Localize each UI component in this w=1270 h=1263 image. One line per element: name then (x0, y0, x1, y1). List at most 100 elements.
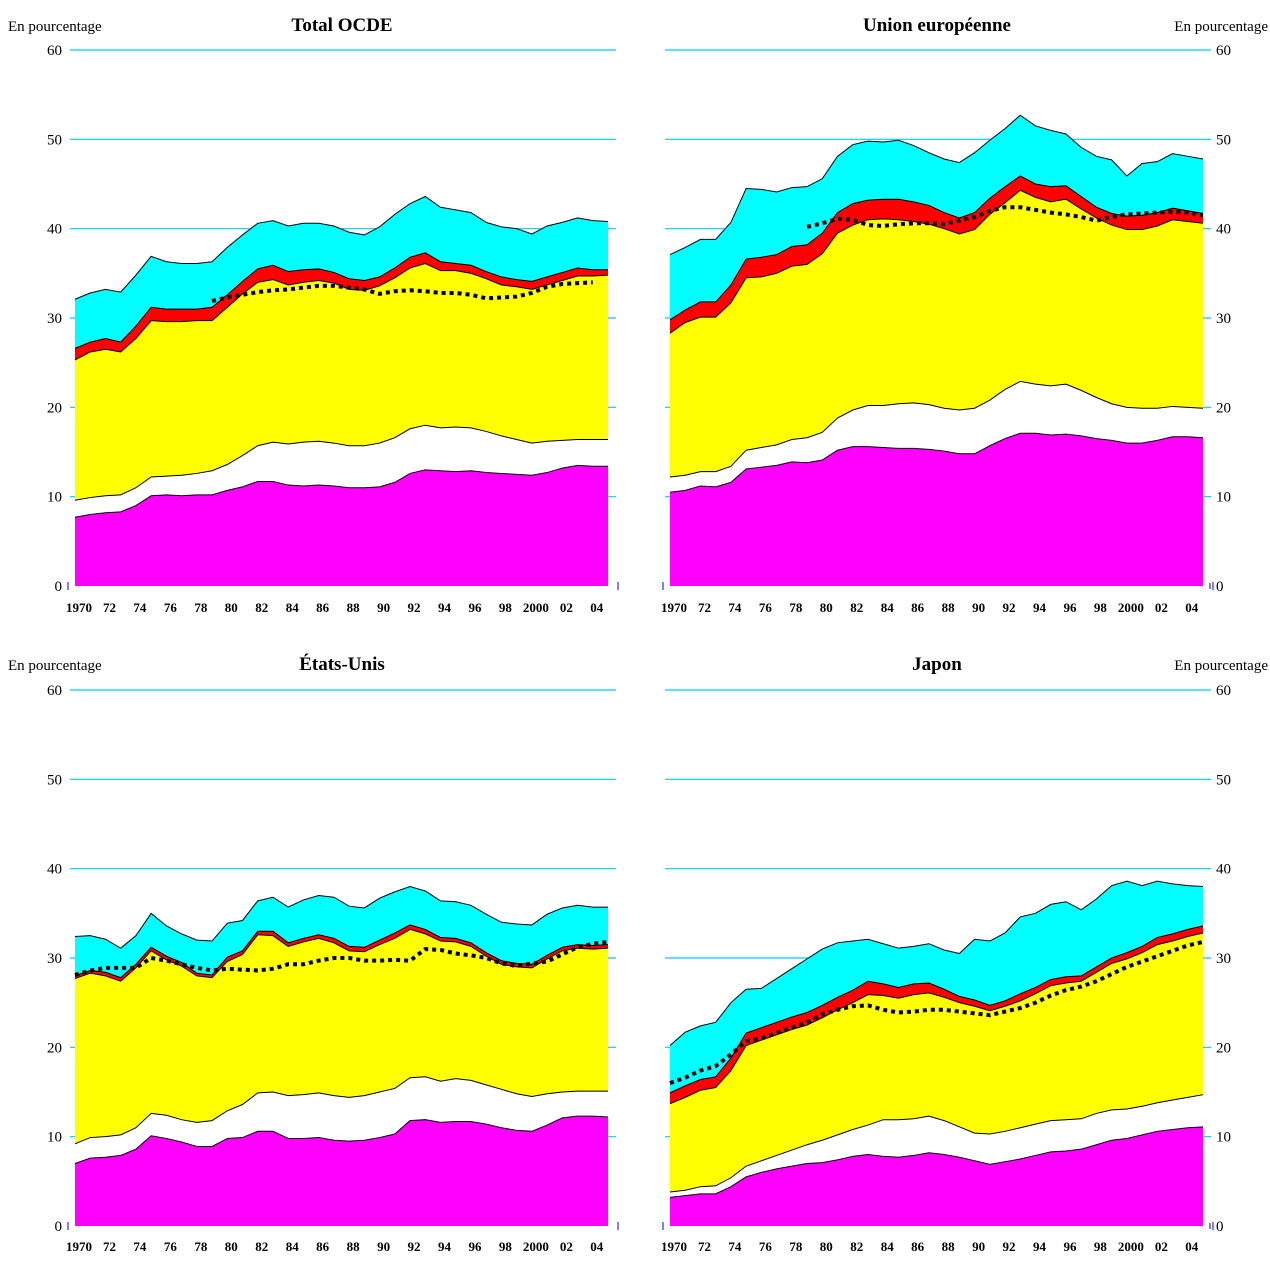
x-tick-label: 02 (1155, 1239, 1168, 1254)
area-boundary-1 (669, 1094, 1204, 1193)
y-tick-label: 0 (1216, 579, 1224, 595)
x-tick-label: 78 (194, 1239, 208, 1254)
y-tick-label: 30 (47, 951, 62, 967)
x-tick-label: 72 (103, 600, 116, 615)
y-tick-label: 0 (55, 1219, 63, 1235)
y-tick-label: 60 (47, 683, 62, 699)
x-tick-label: 82 (255, 1239, 268, 1254)
x-tick-label: 92 (1003, 600, 1016, 615)
area-boundary-3 (669, 925, 1204, 1094)
x-tick-label: 88 (942, 1239, 956, 1254)
x-tick-label: 80 (820, 600, 833, 615)
area-boundary-0 (74, 1115, 609, 1164)
x-tick-label: 88 (942, 600, 956, 615)
x-tick-label: 88 (347, 1239, 361, 1254)
x-tick-label: 1970 (661, 1239, 687, 1254)
area-series-0 (670, 1126, 1203, 1226)
unit-label: En pourcentage (1174, 658, 1268, 674)
x-tick-label: 76 (164, 600, 178, 615)
x-tick-label: 80 (225, 600, 238, 615)
area-boundary-4 (669, 880, 1204, 1046)
x-tick-label: 84 (881, 600, 895, 615)
x-tick-label: 74 (133, 1239, 147, 1254)
area-boundary-2 (669, 189, 1204, 334)
x-tick-label: 04 (1185, 600, 1199, 615)
y-tick-label: 40 (1216, 862, 1231, 878)
chart-title: Union européenne (863, 15, 1011, 36)
area-series-0 (670, 433, 1203, 586)
area-boundary-0 (669, 432, 1204, 493)
area-series-0 (75, 1116, 608, 1226)
x-tick-label: 92 (408, 600, 421, 615)
y-tick-label: 10 (47, 1130, 62, 1146)
x-tick-label: 76 (759, 600, 773, 615)
x-tick-label: 86 (911, 600, 925, 615)
area-boundary-3 (669, 175, 1204, 321)
x-tick-label: 96 (468, 600, 482, 615)
chart-title: États-Unis (299, 653, 385, 675)
x-tick-label: 76 (164, 1239, 178, 1254)
x-tick-label: 84 (286, 1239, 300, 1254)
chart-title: Japon (912, 654, 962, 675)
chart-panel-0: 0 10 20 30 40 50 60 1970 72 74 76 78 80 82 84 86 88 90 92 9… (8, 15, 619, 615)
x-tick-label: 02 (560, 600, 573, 615)
x-tick-label: 1970 (66, 1239, 92, 1254)
x-tick-label: 02 (1155, 600, 1168, 615)
x-tick-label: 94 (438, 600, 452, 615)
x-tick-label: 72 (698, 1239, 711, 1254)
x-tick-label: 92 (1003, 1239, 1016, 1254)
x-tick-label: 04 (1185, 1239, 1199, 1254)
y-tick-label: 30 (47, 311, 62, 327)
x-tick-label: 80 (820, 1239, 833, 1254)
x-tick-label: 74 (728, 600, 742, 615)
x-tick-label: 98 (499, 1239, 513, 1254)
x-tick-label: 82 (255, 600, 268, 615)
x-tick-label: 02 (560, 1239, 573, 1254)
x-tick-label: 82 (850, 1239, 863, 1254)
area-boundary-0 (74, 464, 608, 518)
y-tick-label: 20 (1216, 400, 1231, 416)
x-tick-label: 94 (438, 1239, 452, 1254)
area-boundary-0 (669, 1126, 1204, 1198)
x-tick-label: 1970 (66, 600, 92, 615)
x-tick-label: 82 (850, 600, 863, 615)
x-tick-label: 04 (590, 1239, 604, 1254)
x-tick-label: 78 (789, 600, 803, 615)
chart-panel-3: 0 10 20 30 40 50 60 1970 72 74 76 78 80 82 84 86 88 90 92 9… (661, 654, 1268, 1254)
x-tick-label: 84 (286, 600, 300, 615)
x-tick-label: 2000 (523, 1239, 549, 1254)
y-tick-label: 60 (1216, 683, 1231, 699)
unit-label: En pourcentage (8, 658, 102, 674)
x-tick-label: 2000 (1118, 1239, 1144, 1254)
dotted-series-line (211, 280, 593, 303)
x-tick-label: 90 (972, 1239, 985, 1254)
y-tick-label: 50 (1216, 132, 1231, 148)
x-tick-label: 90 (377, 1239, 390, 1254)
x-tick-label: 96 (1063, 600, 1077, 615)
x-tick-label: 92 (408, 1239, 421, 1254)
x-tick-label: 1970 (661, 600, 687, 615)
area-boundary-3 (74, 252, 608, 349)
unit-label: En pourcentage (8, 19, 102, 35)
y-tick-label: 20 (47, 400, 62, 416)
y-tick-label: 60 (1216, 43, 1231, 59)
x-tick-label: 86 (316, 1239, 330, 1254)
area-boundary-1 (74, 1076, 608, 1145)
x-tick-label: 78 (194, 600, 208, 615)
x-tick-label: 84 (881, 1239, 895, 1254)
y-tick-label: 10 (1216, 1130, 1231, 1146)
area-boundary-1 (74, 424, 608, 501)
area-boundary-1 (669, 380, 1204, 478)
chart-title: Total OCDE (291, 15, 392, 36)
x-tick-label: 72 (698, 600, 711, 615)
x-tick-label: 2000 (523, 600, 549, 615)
y-tick-label: 0 (55, 579, 63, 595)
x-tick-label: 86 (911, 1239, 925, 1254)
x-tick-label: 88 (347, 600, 361, 615)
unit-label: En pourcentage (1174, 19, 1268, 35)
area-boundary-4 (74, 886, 608, 949)
y-tick-label: 40 (47, 862, 62, 878)
y-tick-label: 40 (47, 222, 62, 238)
y-tick-label: 40 (1216, 222, 1231, 238)
y-tick-label: 20 (47, 1040, 62, 1056)
